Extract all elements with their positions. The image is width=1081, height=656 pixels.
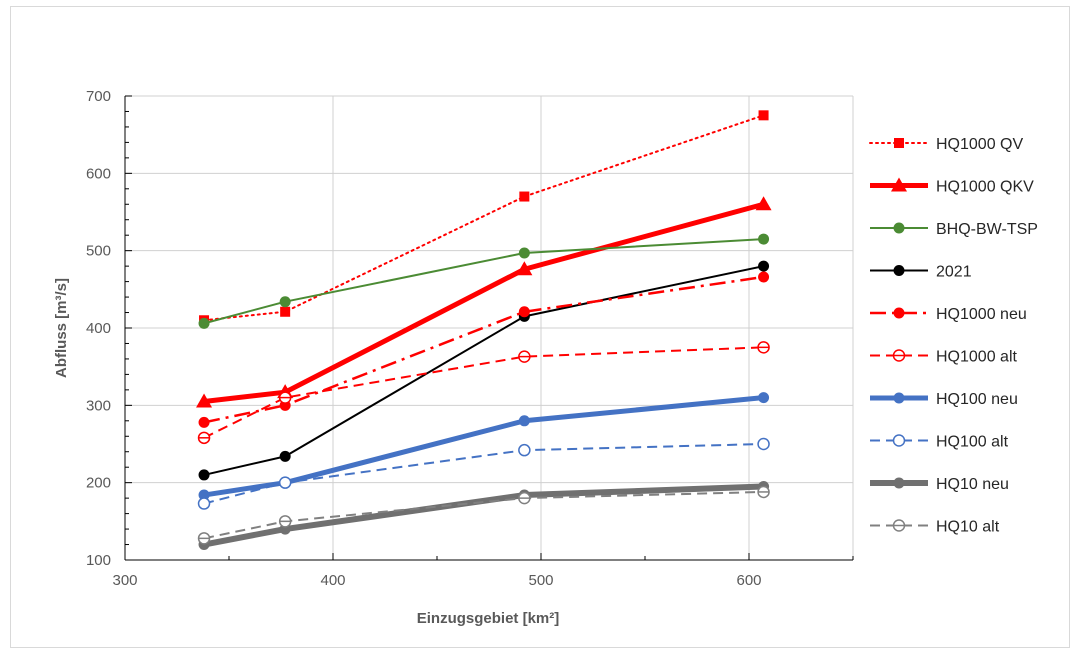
tick-labels: 100 200 300 400 500 600 700 300 400 500 600 — [86, 88, 762, 589]
data-point — [758, 271, 770, 283]
data-point — [197, 497, 211, 510]
data-point — [278, 476, 292, 489]
data-point — [280, 306, 291, 317]
series-line — [203, 275, 764, 424]
legend-marker — [893, 477, 905, 489]
data-point — [278, 515, 292, 528]
series-4 — [198, 271, 770, 428]
legend: HQ1000 QV HQ1000 QKV BHQ-BW-TSP 2021 HQ1000 … — [869, 136, 1038, 536]
legend-label: HQ1000 alt — [936, 349, 1017, 366]
series-line — [203, 346, 764, 439]
x-tick-label: 600 — [736, 572, 761, 589]
y-tick-label: 700 — [86, 88, 111, 105]
y-tick-label: 200 — [86, 475, 111, 492]
data-point — [758, 392, 770, 404]
legend-marker — [893, 307, 905, 319]
legend-label: HQ1000 neu — [936, 306, 1027, 323]
axes — [124, 95, 854, 561]
data-point — [279, 450, 291, 462]
y-axis-title: Abfluss [m³/s] — [53, 278, 70, 378]
legend-marker — [892, 349, 906, 362]
y-tick-label: 400 — [86, 320, 111, 337]
series-line — [203, 114, 765, 322]
legend-entry-5: HQ1000 alt — [870, 349, 1017, 366]
x-tick-label: 500 — [528, 572, 553, 589]
legend-entry-1: HQ1000 QKV — [870, 177, 1034, 196]
y-tick-label: 300 — [86, 397, 111, 414]
data-point — [758, 110, 769, 121]
legend-entry-3: 2021 — [870, 264, 972, 281]
data-point — [518, 350, 531, 363]
data-point — [758, 260, 770, 272]
legend-label: HQ1000 QV — [936, 136, 1023, 153]
legend-entry-2: BHQ-BW-TSP — [870, 221, 1038, 238]
legend-entry-0: HQ1000 QV — [869, 136, 1023, 153]
data-point — [198, 469, 210, 481]
data-point — [518, 306, 530, 318]
series-group — [196, 110, 772, 551]
x-tick-label: 300 — [112, 572, 137, 589]
series-9 — [197, 485, 770, 545]
data-point — [278, 391, 292, 404]
legend-marker — [891, 177, 907, 192]
data-point — [757, 485, 770, 499]
series-1 — [196, 196, 772, 408]
series-line — [203, 483, 764, 548]
data-point — [198, 317, 210, 329]
series-2 — [198, 233, 770, 329]
data-point — [755, 196, 772, 211]
legend-label: HQ100 alt — [936, 434, 1009, 451]
data-point — [518, 415, 530, 427]
legend-entry-8: HQ10 neu — [870, 476, 1009, 493]
legend-marker — [893, 392, 905, 404]
legend-label: HQ1000 QKV — [936, 179, 1034, 196]
series-5 — [197, 341, 770, 445]
series-line — [203, 490, 764, 540]
series-line — [203, 395, 764, 498]
data-point — [758, 233, 770, 245]
data-point — [518, 247, 530, 259]
series-3 — [198, 260, 770, 481]
legend-label: BHQ-BW-TSP — [936, 221, 1038, 238]
legend-marker — [893, 222, 905, 234]
legend-entry-9: HQ10 alt — [870, 519, 1000, 536]
y-tick-label: 600 — [86, 165, 111, 182]
data-point — [197, 431, 211, 445]
data-point — [757, 437, 770, 451]
data-point — [519, 191, 530, 202]
data-point — [196, 393, 213, 408]
legend-label: 2021 — [936, 264, 972, 281]
chart-frame — [10, 6, 1070, 648]
data-point — [198, 416, 210, 428]
legend-label: HQ10 alt — [936, 519, 1000, 536]
data-point — [518, 491, 531, 505]
series-0 — [199, 110, 769, 326]
legend-entry-6: HQ100 neu — [870, 391, 1018, 408]
legend-marker — [892, 434, 906, 447]
series-line — [203, 238, 764, 325]
legend-entry-4: HQ1000 neu — [870, 306, 1027, 323]
series-7 — [197, 437, 770, 510]
data-point — [198, 489, 210, 501]
legend-marker — [892, 519, 906, 532]
data-point — [279, 296, 291, 308]
legend-marker — [894, 138, 904, 148]
series-line — [203, 443, 764, 505]
y-tick-label: 500 — [86, 243, 111, 260]
data-point — [516, 261, 533, 276]
x-axis-title: Einzugsgebiet [km²] — [417, 610, 560, 627]
grid-lines — [125, 95, 854, 560]
data-point — [757, 341, 770, 354]
y-tick-label: 100 — [86, 552, 111, 569]
legend-label: HQ100 neu — [936, 391, 1018, 408]
data-point — [197, 532, 211, 545]
legend-marker — [893, 265, 905, 276]
data-point — [518, 443, 531, 457]
series-line — [203, 265, 764, 476]
series-line — [203, 201, 765, 404]
legend-label: HQ10 neu — [936, 476, 1009, 493]
x-tick-label: 400 — [320, 572, 345, 589]
legend-entry-7: HQ100 alt — [870, 434, 1009, 451]
